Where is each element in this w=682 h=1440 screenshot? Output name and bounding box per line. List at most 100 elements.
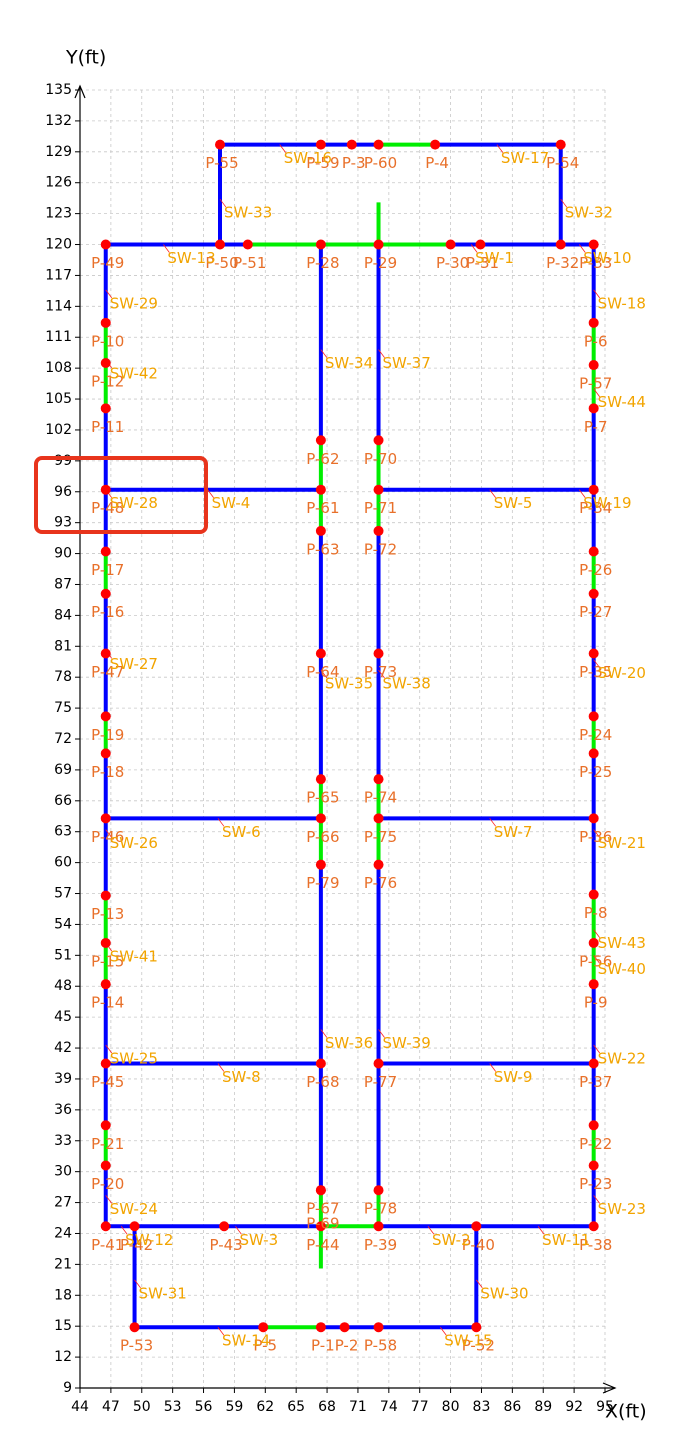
node-label: P-9 [584,994,608,1012]
node-label: P-12 [91,372,124,390]
x-tick-label: 65 [287,1399,305,1415]
y-tick-label: 57 [54,886,72,902]
highlight-box [34,456,208,534]
node-label: P-61 [306,499,339,517]
node [588,889,599,900]
node [315,239,326,250]
annotation-arrow [560,198,568,208]
x-tick-label: 77 [411,1399,429,1415]
node [315,648,326,659]
sw-label: SW-12 [125,1231,173,1249]
x-tick-label: 62 [256,1399,274,1415]
sw-label: SW-25 [110,1049,158,1067]
node-label: P-53 [120,1337,153,1355]
annotation-arrow [593,659,600,668]
node [100,711,111,722]
node-label: P-34 [579,499,612,517]
y-tick-label: 63 [54,824,72,840]
node [373,774,384,785]
sw-label: SW-29 [110,294,158,312]
annotation-arrow [219,198,227,208]
node [100,937,111,948]
annotation-arrow [489,1063,497,1072]
node [588,484,599,495]
sw-label: SW-6 [222,823,261,841]
node [100,1120,111,1131]
y-tick-label: 45 [54,1009,72,1025]
node-label: P-52 [462,1337,495,1355]
y-tick-label: 39 [54,1071,72,1087]
node-label: P-42 [120,1236,153,1254]
node [588,1221,599,1232]
annotation-arrow [593,388,600,397]
y-tick-label: 9 [63,1380,72,1396]
y-tick-label: 93 [54,515,72,531]
node [471,1221,482,1232]
node [100,403,111,414]
node-label: P-8 [584,904,608,922]
annotation-arrow [427,1226,435,1235]
x-tick-label: 53 [164,1399,182,1415]
node-label: P-58 [364,1337,397,1355]
node-label: P-70 [364,450,397,468]
annotation-arrow [105,1195,113,1204]
y-tick-label: 21 [54,1256,72,1272]
node-label: P-16 [91,603,124,621]
annotation-arrow [279,144,287,153]
node-label: P-32 [546,254,579,272]
node-label: P-57 [579,375,612,393]
node-label: P-79 [306,874,339,892]
y-tick-label: 108 [45,360,72,376]
sw-label: SW-23 [598,1200,646,1218]
sw-label: SW-15 [444,1332,492,1350]
node [373,435,384,446]
node-label: P-1 [311,1337,335,1355]
sw-label: SW-37 [383,354,431,372]
node-label: P-2 [335,1337,359,1355]
sw-label: SW-36 [325,1034,373,1052]
annotation-arrow [489,818,497,827]
node [430,139,441,150]
annotation-arrow [217,1326,225,1336]
node [339,1322,350,1333]
y-tick-label: 102 [45,422,72,438]
node-label: P-77 [364,1073,397,1091]
node [373,1221,384,1232]
node-label: P-78 [364,1200,397,1218]
node [315,1322,326,1333]
node [588,1120,599,1131]
sw-label: SW-18 [598,294,646,312]
sw-label: SW-41 [110,947,158,965]
node-label: P-13 [91,905,124,923]
x-tick-label: 56 [195,1399,213,1415]
node [129,1221,140,1232]
node-label: P-14 [91,994,124,1012]
x-tick-label: 86 [503,1399,521,1415]
node [100,648,111,659]
node-label: P-18 [91,763,124,781]
y-tick-label: 81 [54,638,72,654]
node-label: P-59 [306,154,339,172]
y-tick-label: 114 [45,298,72,314]
node [100,890,111,901]
y-tick-label: 42 [54,1040,72,1056]
y-tick-label: 18 [54,1287,72,1303]
node-label: P-47 [91,663,124,681]
sw-label: SW-26 [110,834,158,852]
node [315,435,326,446]
node-label: P-43 [210,1236,243,1254]
node [373,1058,384,1069]
sw-label: SW-40 [598,960,646,978]
y-tick-label: 66 [54,793,72,809]
node-label: P-38 [579,1236,612,1254]
node [315,1058,326,1069]
sw-label: SW-28 [110,494,158,512]
node-label: P-67 [306,1200,339,1218]
node-label: P-17 [91,561,124,579]
y-tick-label: 51 [54,947,72,963]
node-label: P-33 [579,254,612,272]
node [588,546,599,557]
node-label: P-19 [91,726,124,744]
node-label: P-76 [364,874,397,892]
node [100,1058,111,1069]
